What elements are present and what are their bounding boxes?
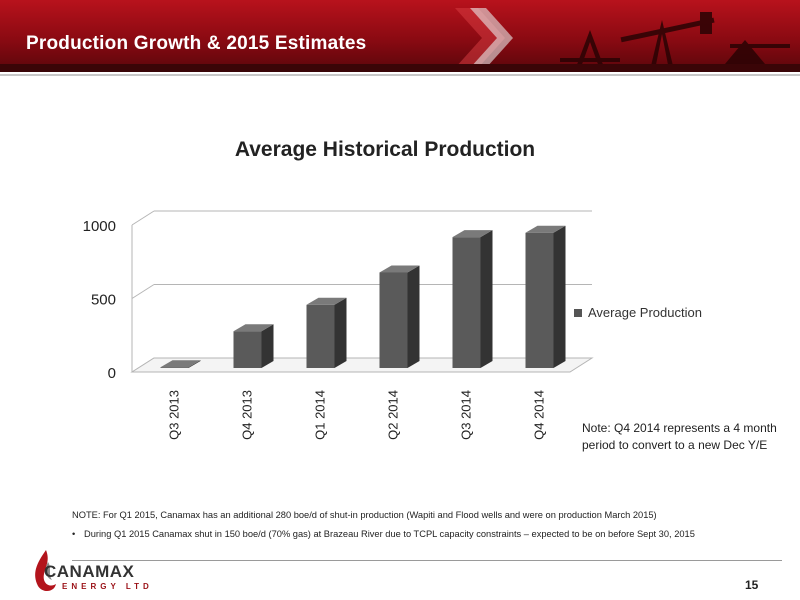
chevron-graphic (470, 8, 513, 68)
bar-front (379, 272, 408, 368)
gridline-depth (131, 210, 155, 226)
legend-swatch (574, 308, 582, 317)
logo-subtitle: ENERGY LTD (62, 582, 153, 591)
bar-top (379, 265, 420, 273)
bar-front (452, 237, 481, 368)
y-tick-label: 0 (108, 365, 116, 382)
page-title: Production Growth & 2015 Estimates (26, 33, 367, 54)
gridline-depth (131, 284, 155, 299)
x-tick-label: Q4 2014 (532, 390, 547, 440)
bar-top (452, 230, 493, 238)
logo-wordmark: CANAMAX (44, 562, 135, 581)
footnote-line: NOTE: For Q1 2015, Canamax has an additi… (72, 510, 657, 520)
bar (306, 297, 347, 368)
x-tick-label: Q2 2014 (386, 390, 401, 440)
bullet-icon: • (72, 529, 76, 539)
bar-top (160, 360, 201, 368)
flame-icon-inner (45, 562, 52, 580)
banner-bottom-band (0, 64, 800, 72)
header-divider (0, 74, 800, 76)
bar (233, 324, 274, 368)
bar-front (525, 232, 554, 368)
bar-side (553, 225, 566, 368)
y-tick-label: 500 (91, 292, 116, 309)
bar-top (525, 225, 566, 233)
header-banner: Production Growth & 2015 Estimates (0, 0, 800, 72)
legend-label: Average Production (588, 305, 702, 320)
bar-side (261, 324, 274, 368)
bar-front (306, 304, 335, 368)
bar (379, 265, 420, 368)
flame-icon (35, 550, 56, 592)
footnote-bullet-line: • During Q1 2015 Canamax shut in 150 boe/… (72, 525, 772, 544)
page-number: 15 (745, 578, 759, 592)
bar-front (160, 367, 189, 368)
side-note: Note: Q4 2014 represents a 4 month perio… (582, 421, 777, 452)
bar-top (233, 324, 274, 332)
canamax-logo (35, 550, 56, 592)
bar (525, 225, 566, 368)
bar-side (334, 297, 347, 368)
bar (452, 230, 493, 368)
x-tick-label: Q3 2013 (167, 390, 182, 440)
banner-decoration (455, 8, 790, 70)
footnote-bullet-text: During Q1 2015 Canamax shut in 150 boe/d… (84, 529, 695, 539)
chart-legend: Average Production (574, 305, 702, 320)
footer-divider (72, 560, 782, 561)
chart-floor (130, 357, 594, 373)
y-tick-label: 1000 (83, 218, 116, 235)
x-tick-label: Q3 2014 (459, 390, 474, 440)
bar-top (306, 297, 347, 305)
x-tick-label: Q4 2013 (240, 390, 255, 440)
bar-side (480, 230, 493, 368)
chart-title: Average Historical Production (234, 138, 536, 161)
bar-front (233, 331, 262, 368)
oil-derrick-icon (560, 12, 790, 70)
bar-side (188, 360, 201, 368)
bar-side (407, 265, 420, 368)
bar (160, 360, 201, 368)
chevron-graphic (455, 8, 505, 68)
footnotes: NOTE: For Q1 2015, Canamax has an additi… (72, 506, 772, 544)
x-tick-label: Q1 2014 (313, 390, 328, 440)
